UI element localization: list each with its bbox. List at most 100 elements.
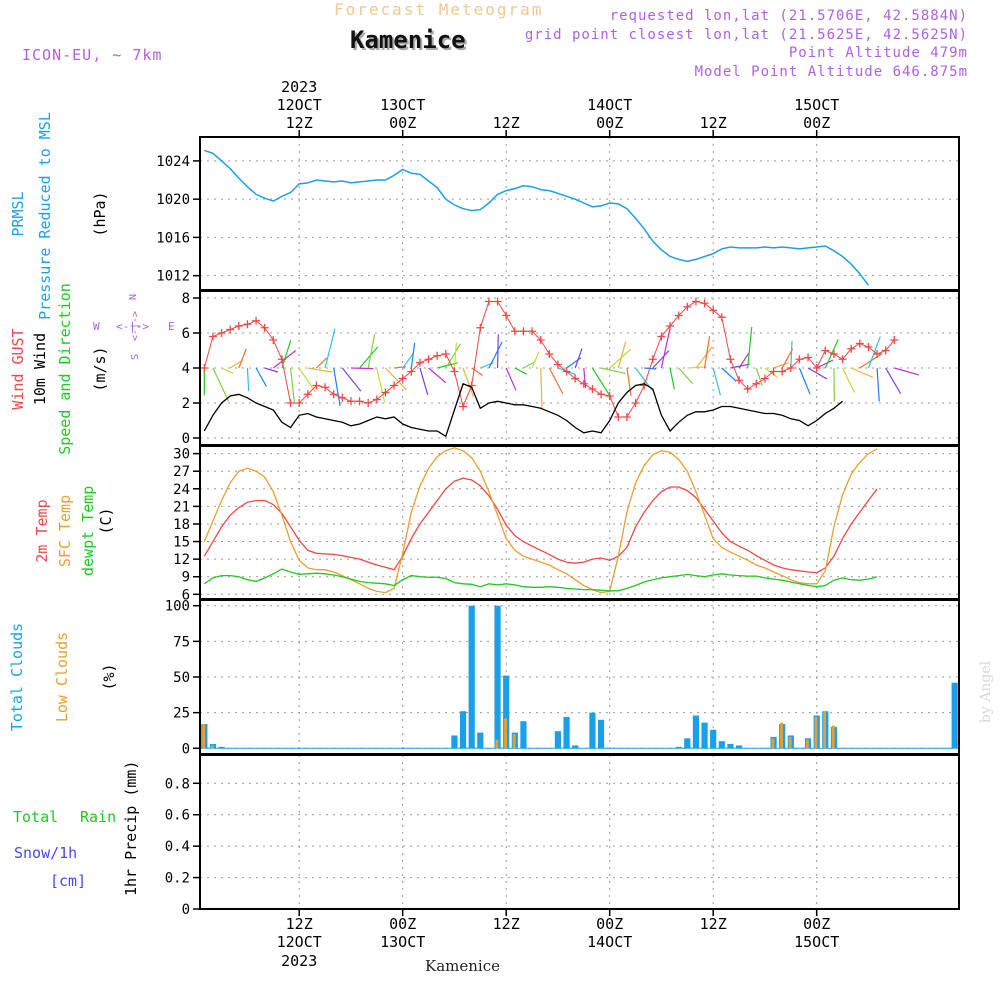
credit-watermark: by Angel xyxy=(978,660,994,724)
wind-direction-arrow xyxy=(350,367,374,370)
total-clouds-bar xyxy=(554,731,562,749)
gust-point xyxy=(355,397,364,406)
gust-point xyxy=(864,343,873,351)
wind-direction-arrow xyxy=(523,360,536,369)
gust-point xyxy=(381,388,390,397)
gust-point xyxy=(683,302,692,311)
y-tick-label: 0.6 xyxy=(165,808,190,824)
y-tick-label: 1012 xyxy=(156,269,190,285)
wind-direction-arrow xyxy=(894,367,920,376)
bottom-year-label: 2023 xyxy=(281,952,317,970)
gust-point xyxy=(372,395,381,404)
gust-point xyxy=(579,379,588,388)
gust-point xyxy=(338,393,347,402)
total-clouds-bar xyxy=(520,721,527,749)
gust-point xyxy=(614,413,623,421)
gust-point xyxy=(424,355,433,364)
gust-point xyxy=(295,399,304,407)
gust-point xyxy=(674,311,683,320)
wind-direction-arrow xyxy=(531,351,540,369)
gust-point xyxy=(528,327,537,336)
y-tick-label: 24 xyxy=(173,482,190,498)
total-clouds-bar xyxy=(684,738,691,749)
requested-coords: requested lon,lat (21.5706E, 42.5884N) xyxy=(609,8,968,24)
wind-direction-arrow xyxy=(229,360,243,369)
gust-point xyxy=(346,397,355,406)
point-altitude: Point Altitude 479m xyxy=(788,45,968,61)
bottom-hour-label: 00Z xyxy=(389,915,416,933)
total-clouds-bar xyxy=(735,745,743,749)
bottom-date-label: 14OCT xyxy=(587,933,632,951)
low-clouds-bar xyxy=(202,724,206,749)
total-clouds-bar xyxy=(563,716,570,749)
wind-direction-arrow xyxy=(462,367,475,398)
gust-point xyxy=(200,364,209,372)
top-hour-label: 00Z xyxy=(596,114,623,132)
wind-direction-arrow xyxy=(307,367,333,373)
gust-point xyxy=(484,297,493,306)
gust-point xyxy=(778,367,787,376)
total-clouds-bar xyxy=(468,605,475,749)
wind-direction-arrow xyxy=(316,357,328,369)
low-clouds-bar xyxy=(210,745,214,749)
gust-point xyxy=(812,364,821,372)
gust-point xyxy=(407,367,416,376)
gust-point xyxy=(217,329,226,337)
wind-direction-arrow xyxy=(505,367,517,391)
gust-point xyxy=(545,350,554,358)
gust-point xyxy=(303,390,312,399)
total-clouds-bar xyxy=(727,744,734,749)
y-tick-label: 0 xyxy=(182,741,190,757)
wind-direction-arrow xyxy=(678,367,694,385)
gust-point xyxy=(735,376,744,385)
wind-direction-arrow xyxy=(238,348,247,369)
gust-point xyxy=(847,344,856,353)
gust-point xyxy=(881,346,890,355)
gust-point xyxy=(622,413,631,421)
gust-point xyxy=(743,385,752,393)
low-clouds-bar xyxy=(512,734,516,749)
y-tick-label: 27 xyxy=(173,464,190,480)
gust-point xyxy=(588,385,597,393)
snow-label: Snow/1h xyxy=(14,844,78,862)
compass-south: S xyxy=(130,354,141,360)
gust-point xyxy=(769,367,778,376)
wind-direction-arrow xyxy=(807,367,828,380)
pressure-line xyxy=(204,149,870,286)
location-title: Kamenice xyxy=(350,26,466,54)
wind-direction-arrow xyxy=(376,367,386,403)
gust-point xyxy=(243,320,252,329)
gust-point xyxy=(329,390,338,399)
wind-direction-arrow xyxy=(221,367,234,374)
gust-point xyxy=(691,297,700,306)
wind-direction-arrow xyxy=(496,334,499,369)
total-clouds-bar xyxy=(494,605,501,749)
low-clouds-bar xyxy=(771,738,775,749)
gust-point xyxy=(666,322,675,330)
total-clouds-bar xyxy=(451,735,458,749)
top-date-label: 15OCT xyxy=(794,96,839,114)
total-clouds-bar xyxy=(218,746,225,749)
wind-direction-arrow xyxy=(816,359,834,369)
wind-direction-arrow xyxy=(600,367,626,375)
wind-direction-arrow xyxy=(453,342,457,369)
gust-point xyxy=(571,374,580,383)
gust-point xyxy=(502,311,511,320)
gust-point xyxy=(855,339,864,348)
top-hour-label: 12Z xyxy=(286,114,313,132)
y-tick-label: 0.2 xyxy=(165,871,190,887)
y-tick-label: 2 xyxy=(182,396,190,412)
gust-point xyxy=(510,327,519,336)
compass-east: E xyxy=(168,320,175,333)
low-clouds-bar xyxy=(823,711,827,749)
gust-point xyxy=(226,325,235,334)
gust-point xyxy=(648,355,657,364)
wind-direction-arrow xyxy=(514,367,527,375)
y-tick-label: 100 xyxy=(165,599,190,615)
gust-point xyxy=(234,322,243,330)
total-clouds-bar xyxy=(459,711,467,749)
total-clouds-bar xyxy=(572,745,579,749)
wind-direction-arrow xyxy=(617,341,627,369)
gust-point xyxy=(286,399,295,407)
wind-direction-arrow xyxy=(574,348,583,369)
